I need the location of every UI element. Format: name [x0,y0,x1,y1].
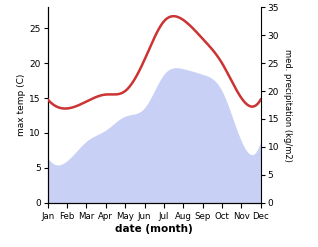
Y-axis label: max temp (C): max temp (C) [17,74,26,136]
Y-axis label: med. precipitation (kg/m2): med. precipitation (kg/m2) [283,49,292,161]
X-axis label: date (month): date (month) [115,224,193,234]
